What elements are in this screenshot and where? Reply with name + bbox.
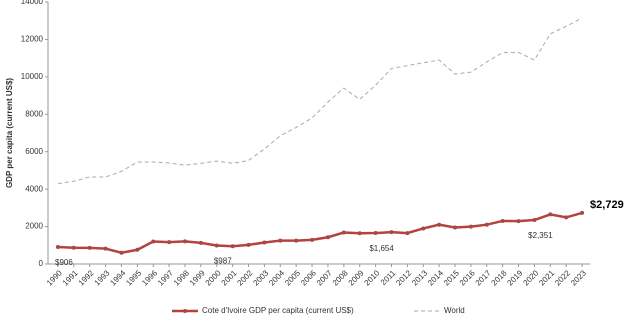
y-tick-label: 4000 xyxy=(25,184,43,193)
x-tick-label: 2008 xyxy=(331,268,350,287)
x-tick-label: 2009 xyxy=(347,268,366,287)
y-tick-label: 12000 xyxy=(21,35,44,44)
point xyxy=(341,230,346,235)
x-tick-label: 1991 xyxy=(61,268,80,287)
y-axis-label: GDP per capita (current US$) xyxy=(5,78,14,188)
x-tick-label: 2011 xyxy=(379,268,398,287)
y-tick-label: 14000 xyxy=(21,0,44,6)
x-tick-label: 2003 xyxy=(251,268,270,287)
point xyxy=(183,239,187,244)
value-label: $1,654 xyxy=(369,244,394,253)
point xyxy=(310,237,315,242)
x-tick-label: 2016 xyxy=(458,268,477,287)
point xyxy=(548,212,553,217)
x-tick-label: 1993 xyxy=(93,268,112,287)
point xyxy=(580,210,585,215)
point xyxy=(55,245,60,250)
point xyxy=(167,240,172,245)
x-tick-label: 2022 xyxy=(553,268,572,287)
value-label: $906 xyxy=(55,258,73,267)
legend-label: World xyxy=(444,306,465,315)
y-tick-label: 2000 xyxy=(25,222,43,231)
x-tick-label: 2010 xyxy=(363,268,382,287)
point xyxy=(389,230,394,235)
x-tick-label: 2000 xyxy=(204,268,223,287)
point xyxy=(453,225,457,230)
series-line xyxy=(57,17,583,185)
x-tick-label: 2007 xyxy=(315,268,334,287)
x-tick-label: 2015 xyxy=(442,268,461,287)
y-tick-label: 0 xyxy=(39,259,44,268)
point xyxy=(262,240,267,245)
x-tick-label: 1990 xyxy=(45,268,64,287)
x-tick-label: 1998 xyxy=(172,268,191,287)
point xyxy=(103,246,108,251)
point xyxy=(71,245,76,250)
point xyxy=(151,239,156,244)
point xyxy=(230,244,235,249)
point xyxy=(405,231,410,236)
point xyxy=(516,219,521,224)
value-label: $2,351 xyxy=(528,231,553,240)
point xyxy=(564,215,569,220)
value-label: $2,729 xyxy=(590,199,624,211)
point xyxy=(278,238,283,243)
point xyxy=(119,250,124,255)
point xyxy=(437,222,442,227)
x-tick-label: 2005 xyxy=(283,268,302,287)
x-tick-label: 2006 xyxy=(299,268,318,287)
value-label: $987 xyxy=(214,257,232,266)
x-tick-label: 1997 xyxy=(156,268,175,287)
x-tick-label: 2023 xyxy=(569,268,588,287)
point xyxy=(198,240,203,245)
x-tick-label: 1995 xyxy=(124,268,143,287)
point xyxy=(500,218,505,223)
y-tick-label: 10000 xyxy=(21,72,44,81)
legend-marker xyxy=(183,309,187,313)
x-tick-label: 2019 xyxy=(505,268,524,287)
x-tick-label: 1999 xyxy=(188,268,207,287)
point xyxy=(357,231,362,236)
x-tick-label: 2013 xyxy=(410,268,429,287)
point xyxy=(468,224,473,229)
point xyxy=(484,222,489,227)
x-tick-label: 2002 xyxy=(235,268,254,287)
point xyxy=(532,218,537,223)
x-tick-label: 2012 xyxy=(394,268,413,287)
point xyxy=(325,235,330,240)
x-tick-label: 1996 xyxy=(140,268,159,287)
point xyxy=(246,242,251,247)
x-tick-label: 2014 xyxy=(426,268,445,287)
point xyxy=(294,238,299,243)
point xyxy=(87,245,92,250)
x-tick-label: 2004 xyxy=(267,268,286,287)
x-tick-label: 1994 xyxy=(108,268,127,287)
y-tick-label: 6000 xyxy=(25,147,43,156)
x-tick-label: 2020 xyxy=(521,268,540,287)
point xyxy=(421,226,426,231)
point xyxy=(214,243,219,248)
y-tick-label: 8000 xyxy=(25,109,43,118)
series-line xyxy=(57,211,583,255)
point xyxy=(373,231,378,236)
point xyxy=(135,247,140,252)
x-tick-label: 2017 xyxy=(474,268,493,287)
x-tick-label: 2021 xyxy=(537,268,556,287)
x-tick-label: 2001 xyxy=(220,268,239,287)
x-tick-label: 2018 xyxy=(490,268,509,287)
x-tick-label: 1992 xyxy=(77,268,96,287)
legend-label: Cote d'Ivoire GDP per capita (current US… xyxy=(202,306,354,315)
